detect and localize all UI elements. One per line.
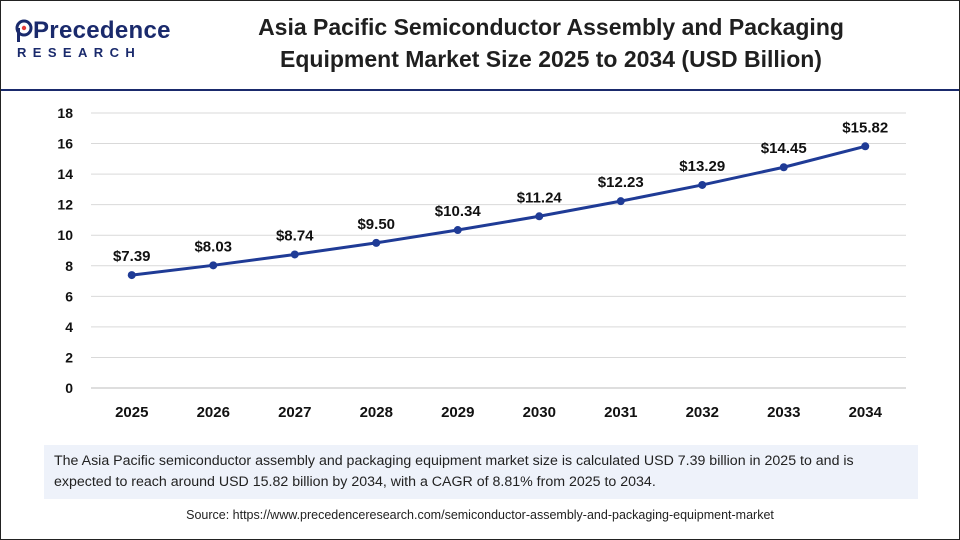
series-line-group [131, 144, 866, 277]
data-point [290, 250, 299, 259]
data-label: $8.74 [276, 227, 314, 244]
y-tick-label: 2 [65, 349, 73, 365]
header: Precedence RESEARCH Asia Pacific Semicon… [1, 1, 959, 91]
y-tick-label: 6 [65, 288, 73, 304]
data-point [861, 142, 870, 151]
data-label: $12.23 [598, 174, 644, 191]
x-tick-label: 2029 [441, 404, 474, 421]
data-point [453, 226, 462, 235]
data-label: $14.45 [761, 140, 807, 157]
x-tick-label: 2032 [686, 404, 719, 421]
chart-title-line2: Equipment Market Size 2025 to 2034 (USD … [280, 46, 822, 72]
x-tick-label: 2031 [604, 404, 637, 421]
gridlines [91, 112, 906, 389]
data-label: $9.50 [357, 216, 395, 233]
data-label: $7.39 [113, 248, 151, 265]
x-tick-label: 2025 [115, 404, 148, 421]
y-tick-label: 8 [65, 258, 73, 274]
summary-text: The Asia Pacific semiconductor assembly … [54, 453, 854, 490]
data-point [209, 261, 218, 270]
y-tick-label: 10 [57, 227, 73, 243]
data-label: $13.29 [679, 158, 725, 175]
x-axis-ticks: 2025 2026 2027 2028 2029 2030 2031 2032 2033 2034 [115, 404, 883, 421]
data-label: $8.03 [194, 238, 232, 255]
data-point [535, 212, 544, 221]
chart-title-line1: Asia Pacific Semiconductor Assembly and … [258, 14, 844, 40]
data-label: $10.34 [435, 203, 482, 220]
y-tick-label: 16 [57, 136, 73, 152]
data-point [127, 271, 136, 280]
series-line [131, 144, 866, 277]
data-label: $15.82 [842, 119, 888, 136]
data-points [127, 142, 870, 280]
logo-wordmark-top: Precedence [33, 17, 171, 44]
brand-logo: Precedence RESEARCH [15, 17, 170, 67]
source-note: Source: https://www.precedenceresearch.c… [186, 508, 774, 522]
logo-p-icon [15, 19, 33, 42]
y-tick-label: 14 [57, 166, 73, 182]
x-tick-label: 2030 [523, 404, 556, 421]
y-tick-label: 12 [57, 197, 73, 213]
y-tick-label: 4 [65, 319, 73, 335]
x-tick-label: 2026 [197, 404, 230, 421]
logo-wordmark-bottom: RESEARCH [17, 45, 142, 60]
x-tick-label: 2034 [849, 404, 883, 421]
data-labels: $7.39 $8.03 $8.74 $9.50 $10.34 $11.24 $12.23 $1… [113, 119, 888, 265]
y-tick-label: 0 [65, 380, 73, 396]
x-tick-label: 2028 [360, 404, 393, 421]
line-chart: 0 2 4 6 8 10 12 14 16 18 2025 2026 2027 2028 2029 2030… [57, 105, 906, 421]
x-tick-label: 2033 [767, 404, 800, 421]
data-label: $11.24 [517, 189, 563, 206]
summary-box: The Asia Pacific semiconductor assembly … [44, 445, 918, 499]
data-point [372, 238, 381, 247]
x-tick-label: 2027 [278, 404, 311, 421]
y-axis-ticks: 0 2 4 6 8 10 12 14 16 18 [57, 105, 73, 396]
chart-title: Asia Pacific Semiconductor Assembly and … [201, 11, 901, 75]
data-point [779, 163, 788, 172]
y-tick-label: 18 [57, 105, 73, 121]
data-point [698, 180, 707, 189]
data-point [616, 197, 625, 206]
